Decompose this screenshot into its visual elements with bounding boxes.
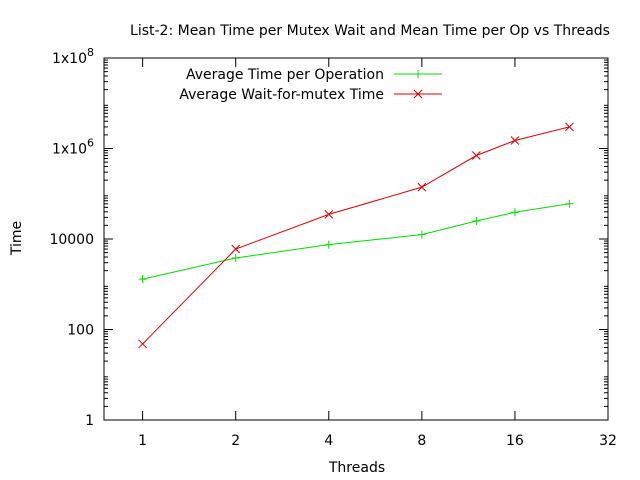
plot-frame	[103, 57, 609, 421]
y-tick-label: 1x106	[52, 137, 94, 158]
series-line	[142, 126, 570, 345]
plot-series	[138, 122, 574, 349]
data-point	[471, 151, 481, 160]
x-tick-label: 1	[138, 433, 147, 449]
data-point	[138, 275, 147, 284]
y-tick-label: 10000	[49, 232, 94, 248]
axis-ticks	[104, 57, 609, 421]
data-point	[417, 182, 427, 192]
series-2	[138, 122, 574, 349]
y-axis-label: Time	[9, 221, 25, 256]
data-point	[324, 240, 333, 249]
data-point	[231, 244, 241, 254]
legend-marker	[413, 89, 423, 99]
series-line	[142, 203, 570, 280]
data-point	[510, 208, 519, 217]
y-tick-label: 1x108	[52, 46, 94, 67]
x-tick-label: 8	[417, 433, 426, 449]
y-tick-label: 1	[85, 413, 94, 429]
chart-title: List-2: Mean Time per Mutex Wait and Mea…	[130, 23, 610, 39]
data-point	[510, 136, 520, 145]
x-tick-label: 32	[599, 433, 617, 449]
data-point	[565, 199, 574, 208]
data-point	[417, 230, 426, 239]
data-point	[565, 122, 574, 132]
data-point	[472, 216, 481, 225]
x-tick-label: 4	[324, 433, 333, 449]
tick-labels: 1 100 10000 1x106 1x108 1 2 4 8 16 32	[49, 46, 616, 449]
x-tick-label: 2	[231, 433, 240, 449]
data-point	[324, 210, 334, 219]
series-1	[138, 199, 574, 284]
x-axis-label: Threads	[328, 460, 385, 476]
y-tick-label: 100	[67, 323, 94, 339]
data-point	[231, 254, 240, 263]
plot-border	[103, 57, 609, 421]
x-tick-label: 16	[506, 433, 524, 449]
legend: Average Time per Operation Average Wait-f…	[179, 67, 442, 103]
legend-marker	[414, 70, 422, 78]
legend-label: Average Time per Operation	[186, 67, 384, 83]
legend-label: Average Wait-for-mutex Time	[179, 87, 384, 103]
data-point	[138, 339, 147, 349]
